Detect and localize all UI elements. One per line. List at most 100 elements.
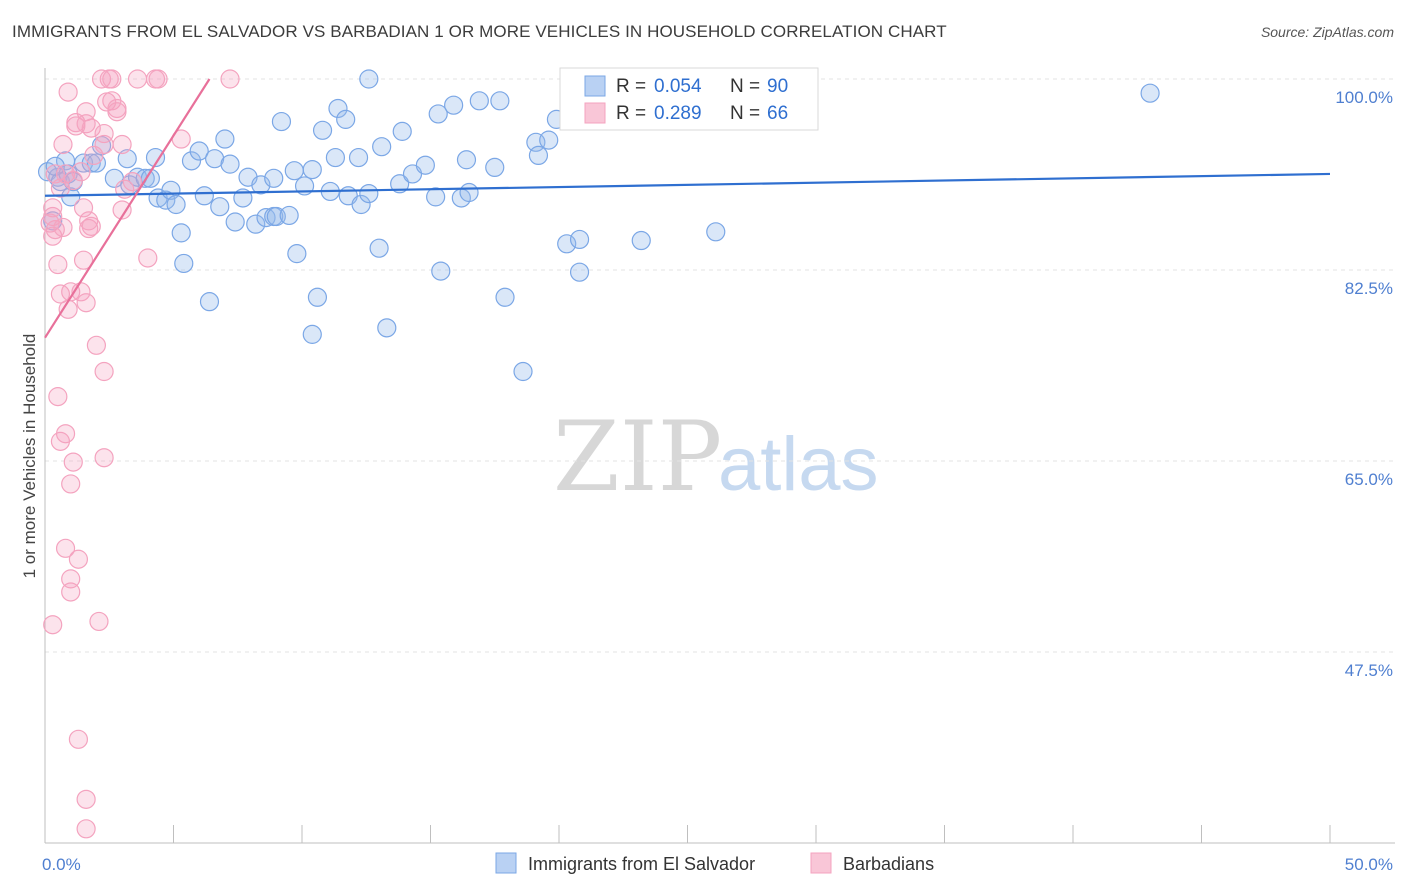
point-series-0-21 [166, 194, 186, 215]
point-series-0-83 [569, 229, 590, 250]
point-series-1-43 [86, 335, 107, 355]
bottom-legend-label-el-salvador: Immigrants from El Salvador [528, 854, 755, 874]
legend-r-value-1: 0.289 [654, 103, 702, 124]
point-series-1-55 [107, 102, 127, 122]
point-series-0-72 [456, 150, 477, 170]
trend-lines [44, 78, 1331, 339]
point-series-0-24 [181, 151, 202, 171]
point-series-1-39 [79, 218, 99, 239]
y-tick-label-2: 65.0% [1345, 470, 1393, 489]
series-el-salvador-points [37, 69, 1160, 382]
point-series-0-69 [444, 95, 464, 115]
point-series-0-29 [210, 197, 230, 217]
point-series-0-12 [117, 149, 137, 169]
point-series-1-3 [43, 198, 63, 218]
point-series-0-56 [351, 194, 371, 215]
point-series-1-47 [94, 361, 114, 382]
point-series-0-75 [490, 91, 510, 111]
gridlines [45, 78, 1395, 653]
point-series-1-49 [94, 123, 114, 144]
point-series-1-41 [81, 118, 101, 138]
point-series-1-65 [220, 69, 240, 89]
point-series-0-67 [428, 104, 448, 124]
point-series-0-74 [485, 157, 505, 178]
watermark-atlas: atlas [718, 422, 879, 507]
correlation-legend: R = 0.054 N = 90 R = 0.289 N = 66 [559, 67, 819, 131]
point-series-1-17 [58, 82, 78, 102]
point-series-1-36 [76, 293, 96, 313]
legend-n-value-1: 66 [767, 103, 788, 124]
point-series-1-33 [76, 789, 96, 809]
series-legend: Immigrants from El Salvador Barbadians [495, 852, 934, 874]
point-series-0-77 [513, 361, 533, 382]
chart-title: IMMIGRANTS FROM EL SALVADOR VS BARBADIAN… [12, 22, 947, 41]
point-series-0-59 [369, 238, 389, 258]
legend-r-label-0: R = [616, 76, 646, 97]
point-series-0-48 [302, 324, 322, 344]
point-series-1-13 [53, 134, 73, 155]
legend-r-label-1: R = [616, 103, 646, 124]
axes [44, 68, 1395, 844]
point-series-1-20 [61, 582, 81, 602]
point-series-0-65 [415, 155, 435, 175]
watermark: ZIP atlas [553, 401, 879, 513]
point-series-1-48 [94, 448, 114, 468]
point-series-1-45 [91, 69, 112, 89]
point-series-1-15 [55, 538, 76, 558]
point-series-0-27 [199, 292, 220, 312]
point-series-0-17 [145, 147, 166, 168]
legend-n-value-0: 90 [767, 76, 788, 97]
point-series-0-68 [431, 261, 451, 281]
point-series-1-23 [63, 452, 83, 472]
watermark-zip: ZIP [553, 401, 722, 513]
point-series-0-57 [359, 69, 379, 89]
point-series-0-82 [557, 234, 577, 254]
point-series-1-12 [53, 217, 73, 238]
point-series-0-42 [279, 205, 299, 226]
point-series-0-26 [194, 186, 214, 206]
point-series-0-76 [495, 287, 515, 307]
point-series-0-85 [631, 230, 651, 251]
point-series-0-25 [189, 141, 209, 161]
x-tick-labels: 0.0% 50.0% [42, 855, 1393, 874]
point-series-1-60 [127, 69, 148, 89]
legend-swatch-el-salvador [584, 75, 606, 97]
source-label: Source: ZipAtlas.com [1260, 24, 1394, 40]
trend-line-series-0 [44, 172, 1331, 197]
point-series-0-19 [156, 190, 176, 210]
x-tick-label-min: 0.0% [42, 855, 81, 874]
point-series-0-53 [336, 109, 356, 129]
point-series-0-52 [328, 98, 348, 119]
point-series-0-55 [348, 147, 369, 168]
point-series-1-7 [48, 254, 68, 275]
point-series-1-63 [148, 69, 168, 89]
point-series-0-79 [528, 145, 549, 165]
point-series-0-46 [302, 159, 322, 180]
point-series-0-47 [307, 287, 328, 307]
point-series-0-71 [459, 182, 479, 203]
point-series-1-32 [73, 250, 94, 270]
point-series-1-29 [71, 162, 91, 182]
point-series-0-87 [1140, 83, 1160, 103]
point-series-0-31 [220, 154, 240, 174]
point-series-0-39 [264, 168, 284, 188]
point-series-1-56 [112, 134, 132, 155]
point-series-0-73 [469, 91, 489, 111]
point-series-0-89 [45, 156, 65, 176]
point-series-0-51 [325, 147, 346, 168]
point-series-0-80 [539, 130, 559, 150]
point-series-0-22 [171, 223, 191, 243]
point-series-0-61 [377, 318, 397, 338]
point-series-1-61 [138, 248, 158, 268]
point-series-1-28 [68, 729, 89, 749]
point-series-0-84 [569, 262, 590, 282]
point-series-1-22 [61, 474, 81, 494]
point-series-0-41 [271, 111, 292, 132]
point-series-0-63 [392, 121, 412, 141]
point-series-1-14 [55, 424, 76, 444]
y-tick-label-1: 82.5% [1345, 279, 1393, 298]
point-series-1-5 [45, 164, 65, 184]
trend-line-series-1 [44, 78, 211, 339]
point-series-1-6 [43, 615, 63, 635]
